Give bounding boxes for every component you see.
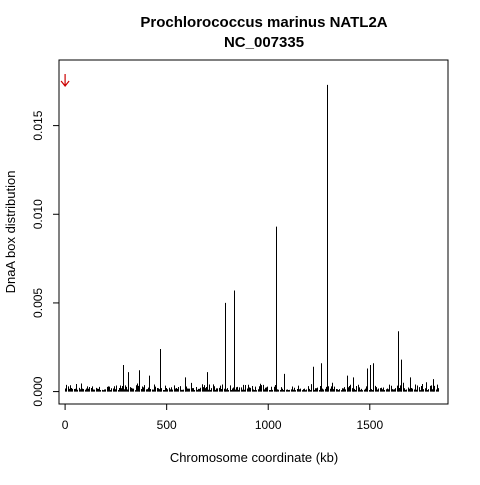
chart-title-line1: Prochlorococcus marinus NATL2A xyxy=(140,14,387,31)
chart-title-line2: NC_007335 xyxy=(224,34,304,51)
y-tick-label: 0.005 xyxy=(31,288,45,318)
x-tick-label: 0 xyxy=(62,418,69,432)
y-axis-label: DnaA box distribution xyxy=(3,171,18,294)
x-tick-label: 500 xyxy=(157,418,177,432)
x-axis-label: Chromosome coordinate (kb) xyxy=(170,450,338,465)
marker-layer xyxy=(60,74,70,87)
y-tick-label: 0.010 xyxy=(31,199,45,229)
y-tick-label: 0.000 xyxy=(31,376,45,406)
plot-frame xyxy=(58,59,449,405)
x-tick-label: 1000 xyxy=(255,418,282,432)
bars-layer xyxy=(65,84,439,392)
x-axis: 0 500 1000 1500 xyxy=(62,404,383,432)
down-arrow-icon xyxy=(60,74,70,87)
x-tick-label: 1500 xyxy=(356,418,383,432)
y-axis: 0.000 0.005 0.010 0.015 xyxy=(31,110,59,407)
y-tick-label: 0.015 xyxy=(31,110,45,140)
